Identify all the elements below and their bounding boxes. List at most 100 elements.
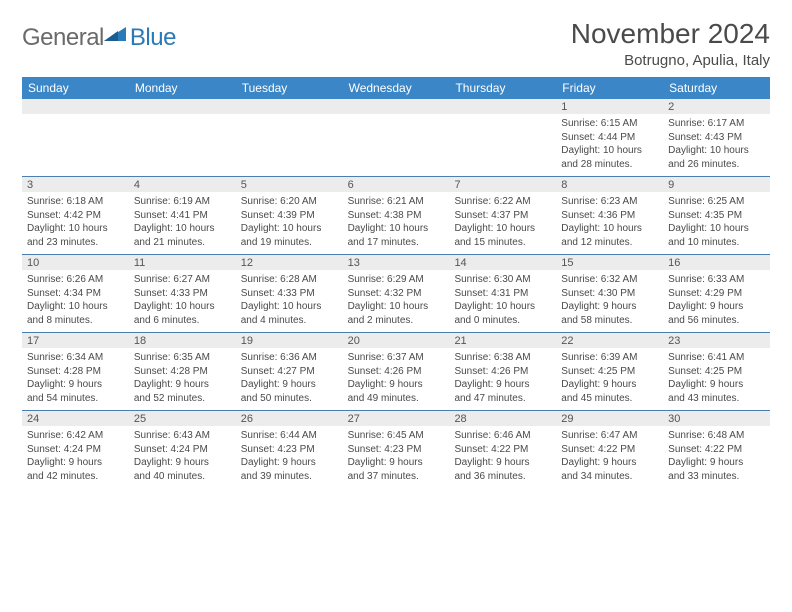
day-cell	[449, 114, 556, 176]
day-number-band: 21	[449, 333, 556, 348]
day-line-sunrise: Sunrise: 6:33 AM	[668, 273, 765, 287]
day-line-sunset: Sunset: 4:27 PM	[241, 365, 338, 379]
logo-triangle-icon	[104, 23, 126, 41]
day-header-cell: Thursday	[449, 77, 556, 99]
day-line-day1: Daylight: 10 hours	[454, 300, 551, 314]
day-number-band: 15	[556, 255, 663, 270]
day-number-band: 29	[556, 411, 663, 426]
day-line-day1: Daylight: 9 hours	[668, 456, 765, 470]
day-cell: Sunrise: 6:39 AMSunset: 4:25 PMDaylight:…	[556, 348, 663, 410]
day-line-sunrise: Sunrise: 6:35 AM	[134, 351, 231, 365]
day-line-day2: and 54 minutes.	[27, 392, 124, 406]
day-line-day2: and 56 minutes.	[668, 314, 765, 328]
day-cell: Sunrise: 6:21 AMSunset: 4:38 PMDaylight:…	[343, 192, 450, 254]
day-cell: Sunrise: 6:30 AMSunset: 4:31 PMDaylight:…	[449, 270, 556, 332]
week-band-row: 12	[22, 99, 770, 114]
day-header-cell: Sunday	[22, 77, 129, 99]
day-line-sunrise: Sunrise: 6:28 AM	[241, 273, 338, 287]
day-line-day2: and 37 minutes.	[348, 470, 445, 484]
day-cell: Sunrise: 6:41 AMSunset: 4:25 PMDaylight:…	[663, 348, 770, 410]
day-number-band: 20	[343, 333, 450, 348]
day-number-band: 4	[129, 177, 236, 192]
day-line-day1: Daylight: 9 hours	[454, 378, 551, 392]
day-number-band: 27	[343, 411, 450, 426]
day-line-day2: and 15 minutes.	[454, 236, 551, 250]
day-cell: Sunrise: 6:42 AMSunset: 4:24 PMDaylight:…	[22, 426, 129, 488]
logo-text-blue: Blue	[130, 24, 176, 52]
day-line-day2: and 50 minutes.	[241, 392, 338, 406]
day-line-sunrise: Sunrise: 6:29 AM	[348, 273, 445, 287]
day-number-band: 9	[663, 177, 770, 192]
day-line-sunrise: Sunrise: 6:44 AM	[241, 429, 338, 443]
day-number-band: 6	[343, 177, 450, 192]
day-number-band: 30	[663, 411, 770, 426]
day-line-sunset: Sunset: 4:32 PM	[348, 287, 445, 301]
day-line-sunset: Sunset: 4:24 PM	[134, 443, 231, 457]
day-line-day1: Daylight: 9 hours	[241, 378, 338, 392]
day-header-cell: Tuesday	[236, 77, 343, 99]
day-line-day1: Daylight: 10 hours	[134, 222, 231, 236]
day-line-day2: and 52 minutes.	[134, 392, 231, 406]
day-line-day1: Daylight: 9 hours	[668, 378, 765, 392]
day-cell	[22, 114, 129, 176]
day-number-band: 10	[22, 255, 129, 270]
day-number-band: 1	[556, 99, 663, 114]
day-line-sunrise: Sunrise: 6:22 AM	[454, 195, 551, 209]
day-cell: Sunrise: 6:29 AMSunset: 4:32 PMDaylight:…	[343, 270, 450, 332]
day-line-sunset: Sunset: 4:37 PM	[454, 209, 551, 223]
day-line-sunrise: Sunrise: 6:39 AM	[561, 351, 658, 365]
week-band-row: 17181920212223	[22, 332, 770, 348]
day-line-sunset: Sunset: 4:39 PM	[241, 209, 338, 223]
day-line-sunset: Sunset: 4:31 PM	[454, 287, 551, 301]
day-line-day1: Daylight: 9 hours	[134, 378, 231, 392]
day-cell: Sunrise: 6:22 AMSunset: 4:37 PMDaylight:…	[449, 192, 556, 254]
day-number-band: 22	[556, 333, 663, 348]
day-cell: Sunrise: 6:25 AMSunset: 4:35 PMDaylight:…	[663, 192, 770, 254]
day-line-sunset: Sunset: 4:26 PM	[348, 365, 445, 379]
day-line-day2: and 28 minutes.	[561, 158, 658, 172]
day-line-sunrise: Sunrise: 6:25 AM	[668, 195, 765, 209]
day-line-sunrise: Sunrise: 6:21 AM	[348, 195, 445, 209]
day-line-day2: and 2 minutes.	[348, 314, 445, 328]
day-line-sunrise: Sunrise: 6:32 AM	[561, 273, 658, 287]
day-line-day1: Daylight: 10 hours	[668, 144, 765, 158]
day-header-cell: Monday	[129, 77, 236, 99]
day-line-sunrise: Sunrise: 6:20 AM	[241, 195, 338, 209]
day-line-sunset: Sunset: 4:22 PM	[454, 443, 551, 457]
day-number-band: 26	[236, 411, 343, 426]
day-cell: Sunrise: 6:38 AMSunset: 4:26 PMDaylight:…	[449, 348, 556, 410]
day-line-day2: and 26 minutes.	[668, 158, 765, 172]
day-line-day2: and 33 minutes.	[668, 470, 765, 484]
day-line-sunset: Sunset: 4:33 PM	[241, 287, 338, 301]
title-block: November 2024 Botrugno, Apulia, Italy	[571, 18, 770, 69]
day-cell: Sunrise: 6:18 AMSunset: 4:42 PMDaylight:…	[22, 192, 129, 254]
day-cell: Sunrise: 6:47 AMSunset: 4:22 PMDaylight:…	[556, 426, 663, 488]
day-line-sunset: Sunset: 4:33 PM	[134, 287, 231, 301]
day-number-band: 8	[556, 177, 663, 192]
day-cell: Sunrise: 6:32 AMSunset: 4:30 PMDaylight:…	[556, 270, 663, 332]
day-header-cell: Wednesday	[343, 77, 450, 99]
day-cell: Sunrise: 6:23 AMSunset: 4:36 PMDaylight:…	[556, 192, 663, 254]
day-line-sunset: Sunset: 4:26 PM	[454, 365, 551, 379]
day-cell: Sunrise: 6:17 AMSunset: 4:43 PMDaylight:…	[663, 114, 770, 176]
day-line-day2: and 8 minutes.	[27, 314, 124, 328]
day-line-sunset: Sunset: 4:22 PM	[561, 443, 658, 457]
day-line-day2: and 36 minutes.	[454, 470, 551, 484]
day-cell: Sunrise: 6:36 AMSunset: 4:27 PMDaylight:…	[236, 348, 343, 410]
day-line-day2: and 39 minutes.	[241, 470, 338, 484]
week-band-row: 10111213141516	[22, 254, 770, 270]
day-cell: Sunrise: 6:27 AMSunset: 4:33 PMDaylight:…	[129, 270, 236, 332]
day-line-sunrise: Sunrise: 6:46 AM	[454, 429, 551, 443]
day-line-day2: and 45 minutes.	[561, 392, 658, 406]
day-line-sunset: Sunset: 4:38 PM	[348, 209, 445, 223]
day-line-day2: and 12 minutes.	[561, 236, 658, 250]
day-cell: Sunrise: 6:28 AMSunset: 4:33 PMDaylight:…	[236, 270, 343, 332]
day-line-day1: Daylight: 10 hours	[27, 300, 124, 314]
day-line-day1: Daylight: 9 hours	[241, 456, 338, 470]
logo: General Blue	[22, 24, 176, 52]
week-body-row: Sunrise: 6:15 AMSunset: 4:44 PMDaylight:…	[22, 114, 770, 176]
day-header-cell: Friday	[556, 77, 663, 99]
day-line-day1: Daylight: 10 hours	[348, 300, 445, 314]
header: General Blue November 2024 Botrugno, Apu…	[22, 18, 770, 69]
day-line-day2: and 19 minutes.	[241, 236, 338, 250]
